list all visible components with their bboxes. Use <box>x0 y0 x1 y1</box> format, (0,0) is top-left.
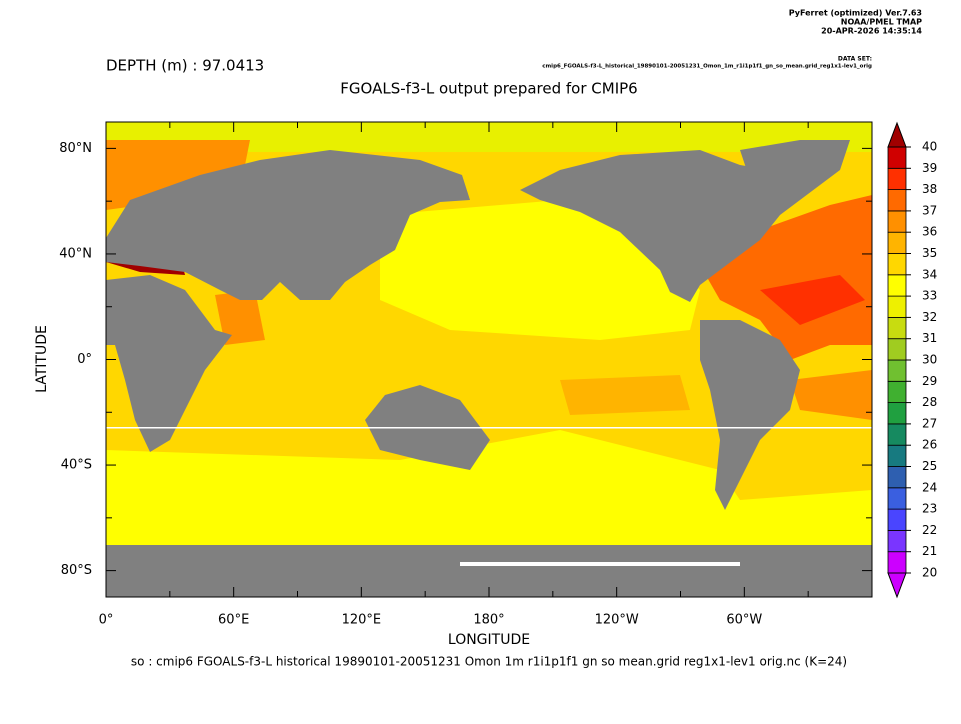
x-tick-label: 120°E <box>342 613 382 628</box>
colorbar-label: 33 <box>922 289 937 303</box>
colorbar-label: 29 <box>922 374 937 388</box>
colorbar-box <box>887 316 907 340</box>
axes: 0° 60°E 120°E 180° 120°W 60°W 80°S 40°S 0° 40°N 80… <box>59 122 872 628</box>
colorbar-box <box>887 338 907 361</box>
colorbar-box <box>887 295 907 318</box>
data-gap <box>106 427 872 429</box>
north-atlantic <box>700 195 872 360</box>
colorbar-label: 20 <box>922 566 937 580</box>
dataset-label: DATA SET: <box>838 56 872 63</box>
colorbar-label: 32 <box>922 310 937 324</box>
colorbar-box <box>887 402 907 425</box>
subtitle: DEPTH (m) : 97.0413 <box>106 57 264 75</box>
south-atlantic <box>790 370 872 420</box>
dataset: cmip6_FGOALS-f3-L_historical_19890101-20… <box>542 64 872 70</box>
colorbar-under <box>887 572 907 599</box>
colorbar: 20 21 22 23 24 25 26 27 28 29 30 31 32 33 34 35 36 37 38 39… <box>887 121 937 599</box>
colorbar-over <box>887 121 907 148</box>
ice-edge <box>460 562 740 566</box>
title: FGOALS-f3-L output prepared for CMIP6 <box>340 80 637 98</box>
south-pacific <box>560 375 690 415</box>
colorbar-box <box>887 380 907 403</box>
colorbar-box <box>887 146 907 169</box>
colorbar-box <box>887 359 907 382</box>
colorbar-label: 40 <box>922 140 937 154</box>
colorbar-box <box>887 551 907 574</box>
timestamp: 20-APR-2026 14:35:14 <box>821 27 922 36</box>
colorbar-label: 37 <box>922 203 937 217</box>
colorbar-box <box>887 231 907 254</box>
southern-band <box>106 430 872 550</box>
y-tick-label: 40°S <box>61 458 92 473</box>
x-tick-label: 180° <box>473 613 504 628</box>
program: PyFerret (optimized) Ver.7.63 <box>789 9 922 18</box>
colorbar-label: 27 <box>922 416 937 430</box>
x-tick-label: 0° <box>99 613 114 628</box>
colorbar-box <box>887 253 907 276</box>
colorbar-box <box>887 466 907 489</box>
colorbar-label: 35 <box>922 246 937 260</box>
colorbar-label: 24 <box>922 480 937 494</box>
colorbar-box <box>887 487 907 510</box>
colorbar-box <box>887 530 907 553</box>
colorbar-box <box>887 423 907 446</box>
x-tick-label: 60°W <box>726 613 762 628</box>
colorbar-label: 21 <box>922 544 937 558</box>
colorbar-label: 28 <box>922 395 937 409</box>
arabian-sea <box>215 290 265 345</box>
colorbar-box <box>887 167 907 191</box>
colorbar-box <box>887 444 907 467</box>
colorbar-label: 26 <box>922 438 937 452</box>
x-axis-title: LONGITUDE <box>448 632 530 648</box>
colorbar-label: 31 <box>922 331 937 345</box>
pacific-north <box>380 200 700 340</box>
colorbar-label: 38 <box>922 182 937 196</box>
map-field <box>106 122 872 597</box>
colorbar-box <box>887 210 907 233</box>
y-tick-label: 0° <box>77 352 92 367</box>
colorbar-box <box>887 274 907 297</box>
organization: NOAA/PMEL TMAP <box>841 18 922 27</box>
colorbar-box <box>887 508 907 531</box>
x-tick-label: 60°E <box>218 613 249 628</box>
sargasso <box>760 275 865 325</box>
colorbar-box <box>887 189 907 212</box>
y-axis-title: LATITUDE <box>34 325 50 393</box>
colorbar-label: 34 <box>922 267 937 281</box>
colorbar-label: 22 <box>922 523 937 537</box>
caption: so : cmip6 FGOALS-f3-L historical 198901… <box>131 655 847 669</box>
colorbar-label: 25 <box>922 459 937 473</box>
x-tick-label: 120°W <box>595 613 639 628</box>
y-tick-label: 40°N <box>59 246 92 261</box>
y-tick-label: 80°S <box>61 563 92 578</box>
y-tick-label: 80°N <box>59 141 92 156</box>
colorbar-label: 36 <box>922 225 937 239</box>
colorbar-label: 39 <box>922 161 937 175</box>
colorbar-label: 30 <box>922 353 937 367</box>
colorbar-label: 23 <box>922 502 937 516</box>
